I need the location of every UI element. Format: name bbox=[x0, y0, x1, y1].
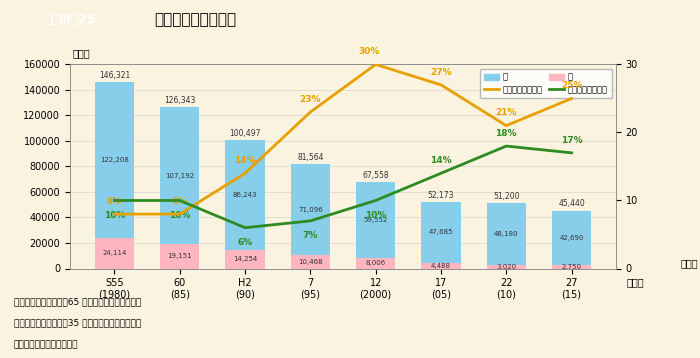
Bar bbox=[552, 211, 592, 265]
Text: 14,254: 14,254 bbox=[233, 256, 257, 262]
Bar bbox=[94, 238, 134, 268]
Text: 19,151: 19,151 bbox=[167, 253, 192, 259]
Text: 126,343: 126,343 bbox=[164, 96, 195, 105]
Text: 注１：高齢化率とは、65 歳以上の従事者の割合。: 注１：高齢化率とは、65 歳以上の従事者の割合。 bbox=[14, 297, 141, 306]
Text: （％）: （％） bbox=[680, 258, 698, 268]
Text: 8%: 8% bbox=[172, 197, 188, 206]
Bar bbox=[290, 164, 330, 255]
Text: 14%: 14% bbox=[234, 156, 255, 165]
Text: 42,690: 42,690 bbox=[559, 235, 584, 241]
Text: 林業従事者数の推移: 林業従事者数の推移 bbox=[154, 12, 236, 27]
Legend: 男, 高齢化率（右軸）, 女, 若年者率（右軸）: 男, 高齢化率（右軸）, 女, 若年者率（右軸） bbox=[480, 69, 612, 98]
Text: 81,564: 81,564 bbox=[297, 153, 323, 162]
Text: 67,558: 67,558 bbox=[363, 171, 389, 180]
Text: 30%: 30% bbox=[358, 47, 380, 56]
Text: 51,200: 51,200 bbox=[493, 192, 519, 201]
Text: 100,497: 100,497 bbox=[230, 129, 261, 138]
Text: 52,173: 52,173 bbox=[428, 191, 454, 200]
Bar bbox=[160, 107, 200, 244]
Text: 86,243: 86,243 bbox=[233, 192, 258, 198]
Bar bbox=[356, 182, 396, 258]
Text: 14%: 14% bbox=[430, 156, 452, 165]
Bar bbox=[356, 258, 396, 268]
Text: 27%: 27% bbox=[430, 68, 452, 77]
Bar bbox=[160, 244, 200, 268]
Text: 25%: 25% bbox=[561, 81, 582, 90]
Text: 17%: 17% bbox=[561, 136, 582, 145]
Text: 7%: 7% bbox=[302, 231, 318, 240]
Text: 45,440: 45,440 bbox=[558, 199, 585, 208]
Text: 21%: 21% bbox=[496, 108, 517, 117]
Text: 10%: 10% bbox=[169, 211, 190, 220]
Text: 10%: 10% bbox=[365, 211, 386, 220]
Text: ２：若年者率とは、35 歳未満の従事者の割合。: ２：若年者率とは、35 歳未満の従事者の割合。 bbox=[14, 319, 141, 328]
Text: 18%: 18% bbox=[496, 129, 517, 138]
Bar bbox=[421, 202, 461, 263]
Text: 10,468: 10,468 bbox=[298, 259, 323, 265]
Text: 3,020: 3,020 bbox=[496, 263, 517, 270]
Text: 4,488: 4,488 bbox=[431, 263, 451, 268]
Text: （年）: （年） bbox=[626, 277, 644, 287]
Text: 47,685: 47,685 bbox=[428, 229, 453, 235]
Text: 71,096: 71,096 bbox=[298, 207, 323, 213]
Text: 6%: 6% bbox=[237, 238, 253, 247]
Bar bbox=[552, 265, 592, 268]
Bar bbox=[225, 140, 265, 250]
Text: 2,750: 2,750 bbox=[561, 264, 582, 270]
Text: 8%: 8% bbox=[107, 197, 122, 206]
Text: 資料：総務省「国勢調査」: 資料：総務省「国勢調査」 bbox=[14, 340, 78, 349]
Text: 59,552: 59,552 bbox=[363, 217, 388, 223]
Text: 24,114: 24,114 bbox=[102, 250, 127, 256]
Text: 23%: 23% bbox=[300, 95, 321, 104]
Text: 107,192: 107,192 bbox=[165, 173, 195, 179]
Bar bbox=[486, 203, 526, 265]
Text: 資料Ⅲ－25: 資料Ⅲ－25 bbox=[44, 13, 96, 26]
Bar bbox=[421, 263, 461, 268]
Text: 8,006: 8,006 bbox=[365, 260, 386, 266]
Text: 10%: 10% bbox=[104, 211, 125, 220]
Text: 146,321: 146,321 bbox=[99, 71, 130, 79]
Bar bbox=[486, 265, 526, 268]
Bar bbox=[225, 250, 265, 268]
Bar bbox=[94, 82, 134, 238]
Text: 122,208: 122,208 bbox=[100, 157, 129, 163]
Bar bbox=[290, 255, 330, 268]
Text: （人）: （人） bbox=[73, 48, 90, 58]
Text: 48,180: 48,180 bbox=[494, 231, 519, 237]
